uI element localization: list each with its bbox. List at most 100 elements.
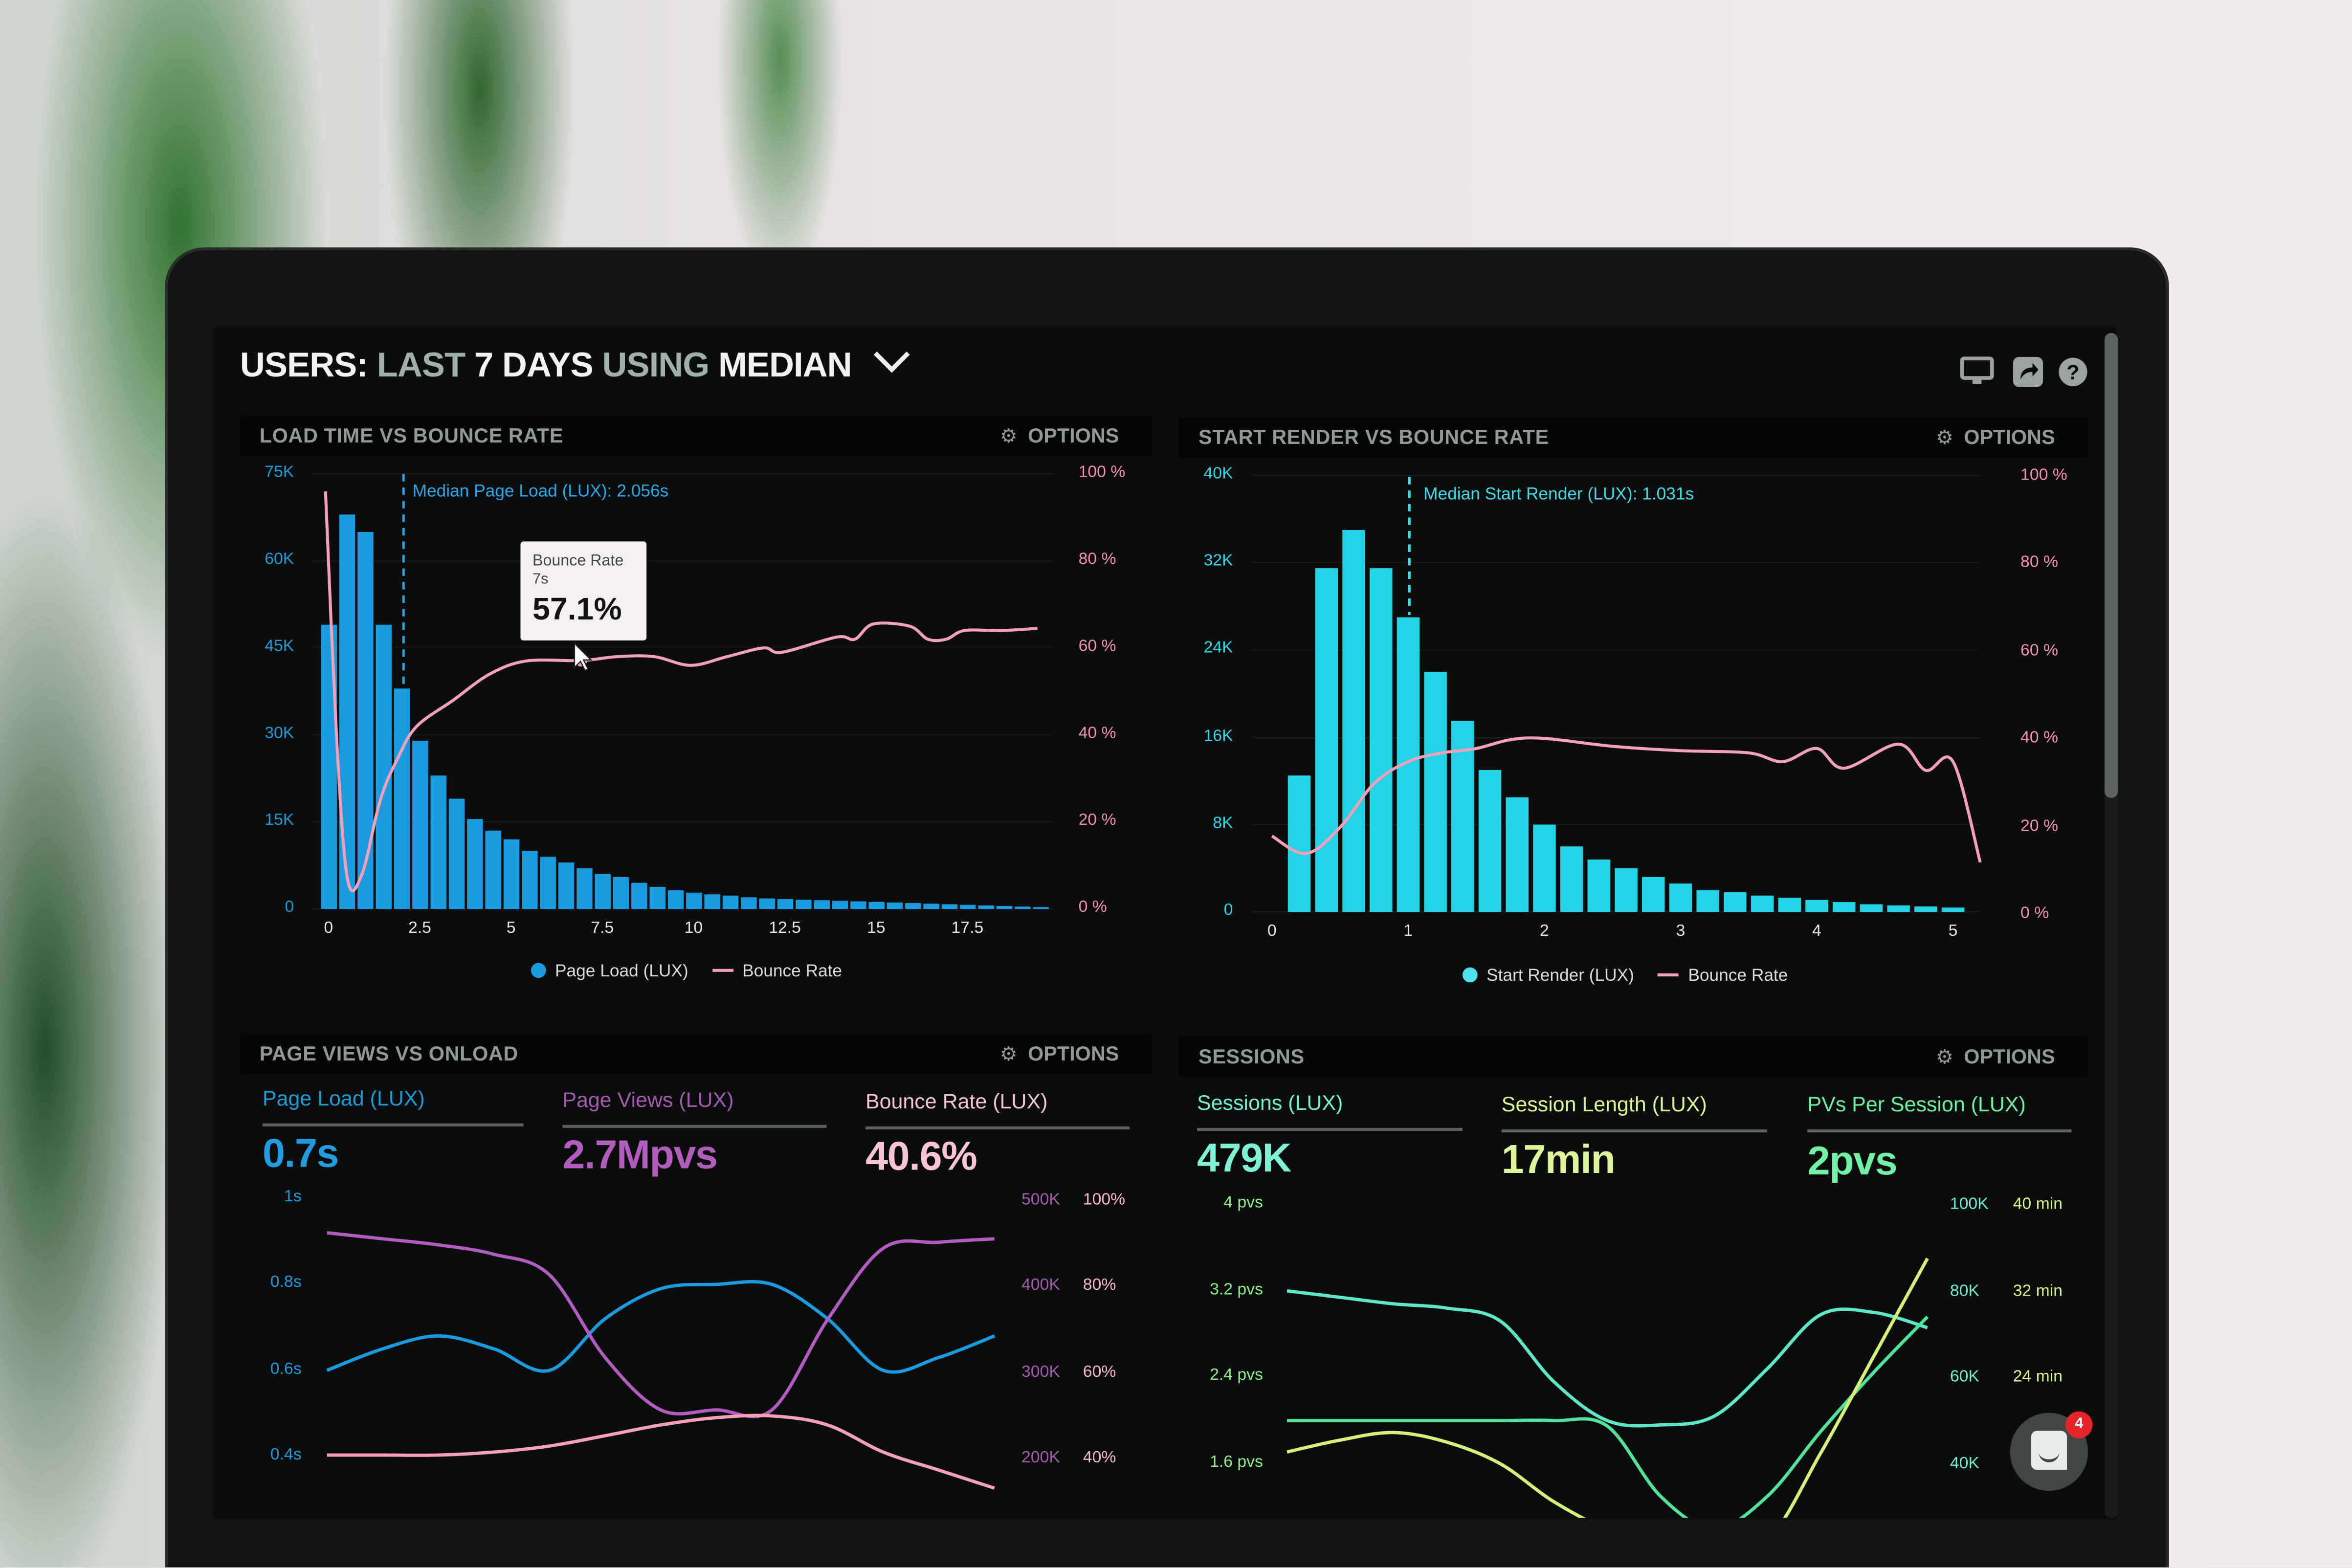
bar[interactable] bbox=[1478, 770, 1502, 912]
bar[interactable] bbox=[613, 877, 629, 909]
bar[interactable] bbox=[1015, 906, 1031, 909]
sessions-line[interactable] bbox=[1287, 1289, 1928, 1428]
options-button[interactable]: ⚙ OPTIONS bbox=[1000, 424, 1119, 448]
monitor-icon[interactable] bbox=[1960, 356, 1994, 387]
bar[interactable] bbox=[1778, 898, 1801, 912]
bar[interactable] bbox=[467, 819, 483, 909]
legend-bars[interactable]: Page Load (LUX) bbox=[555, 963, 688, 981]
title-median: MEDIAN bbox=[718, 345, 852, 384]
bar[interactable] bbox=[1287, 775, 1311, 912]
notification-badge: 4 bbox=[2065, 1411, 2093, 1438]
dashboard-title[interactable]: USERS: LAST 7 DAYS USING MEDIAN bbox=[240, 336, 910, 386]
bar[interactable] bbox=[1914, 906, 1937, 912]
bar[interactable] bbox=[832, 901, 848, 909]
bar[interactable] bbox=[1587, 859, 1611, 912]
bar[interactable] bbox=[1533, 824, 1556, 912]
bar[interactable] bbox=[1315, 568, 1338, 912]
bounce-rate-line[interactable] bbox=[327, 1413, 995, 1490]
options-label: OPTIONS bbox=[1028, 424, 1119, 447]
bar[interactable] bbox=[649, 886, 666, 909]
bar[interactable] bbox=[1451, 721, 1474, 912]
y-right-tick: 60 % bbox=[1078, 637, 1116, 656]
bar[interactable] bbox=[960, 905, 976, 909]
bar[interactable] bbox=[686, 892, 702, 909]
bar[interactable] bbox=[1724, 892, 1747, 912]
bar[interactable] bbox=[1887, 905, 1910, 912]
x-tick: 2 bbox=[1539, 922, 1549, 941]
options-button[interactable]: ⚙ OPTIONS bbox=[1000, 1042, 1119, 1066]
bar[interactable] bbox=[1669, 883, 1692, 912]
bar[interactable] bbox=[887, 902, 903, 909]
bar[interactable] bbox=[868, 902, 885, 909]
bar[interactable] bbox=[631, 883, 647, 909]
legend-line[interactable]: Bounce Rate bbox=[1688, 967, 1788, 986]
bar[interactable] bbox=[796, 899, 812, 909]
bar[interactable] bbox=[996, 906, 1013, 909]
scrollbar-thumb[interactable] bbox=[2104, 333, 2118, 798]
bar[interactable] bbox=[941, 904, 958, 909]
bar[interactable] bbox=[540, 857, 556, 909]
bar[interactable] bbox=[376, 624, 392, 909]
bar[interactable] bbox=[1615, 868, 1638, 912]
x-tick: 0 bbox=[324, 919, 333, 938]
y-left-tick: 16K bbox=[1203, 727, 1233, 745]
bar[interactable] bbox=[759, 898, 775, 909]
bar[interactable] bbox=[777, 899, 794, 909]
bar[interactable] bbox=[485, 830, 501, 909]
bounce-rate-line[interactable] bbox=[1271, 736, 1982, 863]
bar[interactable] bbox=[905, 903, 921, 909]
bar[interactable] bbox=[394, 688, 410, 909]
bar[interactable] bbox=[1369, 568, 1393, 912]
bar[interactable] bbox=[357, 531, 374, 909]
bar[interactable] bbox=[741, 897, 757, 909]
bar[interactable] bbox=[1506, 797, 1529, 912]
bar[interactable] bbox=[430, 775, 446, 909]
legend-dot bbox=[531, 963, 546, 978]
bar[interactable] bbox=[1033, 907, 1049, 909]
session-length-line[interactable] bbox=[1287, 1258, 1929, 1546]
hover-point[interactable] bbox=[575, 654, 587, 667]
bar[interactable] bbox=[1832, 902, 1856, 912]
legend-line[interactable]: Bounce Rate bbox=[742, 963, 843, 981]
bar[interactable] bbox=[1751, 895, 1774, 912]
page-load-line[interactable] bbox=[326, 1280, 995, 1374]
bar[interactable] bbox=[339, 514, 355, 909]
bar[interactable] bbox=[1342, 530, 1365, 912]
bar[interactable] bbox=[1805, 900, 1828, 912]
bar[interactable] bbox=[667, 890, 684, 909]
bar[interactable] bbox=[722, 895, 739, 909]
bar[interactable] bbox=[522, 851, 538, 909]
bounce-rate-line[interactable] bbox=[324, 491, 1038, 892]
bar[interactable] bbox=[412, 740, 428, 909]
bar[interactable] bbox=[978, 905, 994, 909]
bar[interactable] bbox=[577, 868, 593, 909]
bar[interactable] bbox=[1696, 890, 1719, 912]
y-right-bounce-tick: 60% bbox=[1083, 1363, 1116, 1381]
bar[interactable] bbox=[558, 862, 575, 909]
bar[interactable] bbox=[850, 901, 866, 909]
bar[interactable] bbox=[1860, 904, 1883, 912]
x-tick: 3 bbox=[1676, 922, 1686, 941]
options-label: OPTIONS bbox=[1964, 1045, 2055, 1068]
bar[interactable] bbox=[1560, 846, 1583, 912]
legend-bars[interactable]: Start Render (LUX) bbox=[1486, 967, 1634, 986]
options-button[interactable]: ⚙ OPTIONS bbox=[1936, 426, 2055, 450]
help-icon[interactable]: ? bbox=[2058, 357, 2088, 387]
bar[interactable] bbox=[814, 900, 830, 909]
pvs-per-session-line[interactable] bbox=[1287, 1315, 1929, 1528]
bar[interactable] bbox=[503, 839, 520, 909]
bar[interactable] bbox=[704, 894, 720, 909]
page-views-line[interactable] bbox=[327, 1231, 995, 1418]
y-left-tick: 8K bbox=[1213, 814, 1233, 832]
x-tick: 7.5 bbox=[591, 919, 614, 938]
bar[interactable] bbox=[1941, 907, 1965, 912]
legend-start-render: Start Render (LUX) Bounce Rate bbox=[1462, 967, 1788, 986]
bar[interactable] bbox=[923, 904, 939, 909]
share-icon[interactable] bbox=[2013, 357, 2043, 387]
bar[interactable] bbox=[595, 874, 611, 909]
bar[interactable] bbox=[1424, 672, 1447, 912]
bar[interactable] bbox=[448, 798, 465, 909]
bar[interactable] bbox=[1642, 877, 1665, 912]
options-button[interactable]: ⚙ OPTIONS bbox=[1936, 1045, 2055, 1069]
